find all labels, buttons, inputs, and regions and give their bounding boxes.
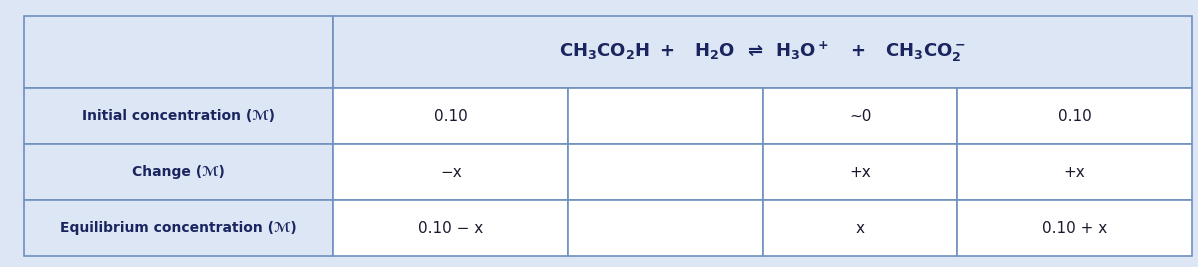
Bar bbox=[333, 16, 1192, 88]
Bar bbox=[957, 88, 1192, 144]
Bar bbox=[333, 88, 568, 144]
Text: $\mathbf{CH_3CO_2H}$$\;\;$$\mathbf{+}$$\;\;\;\;$$\mathbf{H_2O}$$\;\;$$\mathbf{\r: $\mathbf{CH_3CO_2H}$$\;\;$$\mathbf{+}$$\… bbox=[559, 40, 966, 64]
Bar bbox=[957, 200, 1192, 256]
Text: x: x bbox=[855, 221, 865, 236]
Text: 0.10: 0.10 bbox=[1058, 109, 1091, 124]
Bar bbox=[24, 200, 333, 256]
Text: Change (ℳ): Change (ℳ) bbox=[132, 165, 225, 179]
Bar bbox=[568, 88, 763, 144]
Text: 0.10 + x: 0.10 + x bbox=[1042, 221, 1107, 236]
Bar bbox=[763, 88, 957, 144]
Text: Initial concentration (ℳ): Initial concentration (ℳ) bbox=[83, 109, 276, 123]
Text: 0.10 − x: 0.10 − x bbox=[418, 221, 484, 236]
Bar bbox=[333, 144, 568, 200]
Bar bbox=[957, 144, 1192, 200]
Text: ∼0: ∼0 bbox=[849, 109, 871, 124]
Bar bbox=[24, 144, 333, 200]
Text: +x: +x bbox=[849, 165, 871, 180]
Text: Equilibrium concentration (ℳ): Equilibrium concentration (ℳ) bbox=[60, 221, 297, 235]
Bar bbox=[24, 88, 333, 144]
Text: −x: −x bbox=[440, 165, 461, 180]
Bar bbox=[568, 200, 763, 256]
Text: +x: +x bbox=[1064, 165, 1085, 180]
Bar bbox=[333, 200, 568, 256]
Bar bbox=[24, 16, 333, 88]
Text: 0.10: 0.10 bbox=[434, 109, 467, 124]
Bar bbox=[568, 144, 763, 200]
Bar bbox=[763, 144, 957, 200]
Bar bbox=[763, 200, 957, 256]
